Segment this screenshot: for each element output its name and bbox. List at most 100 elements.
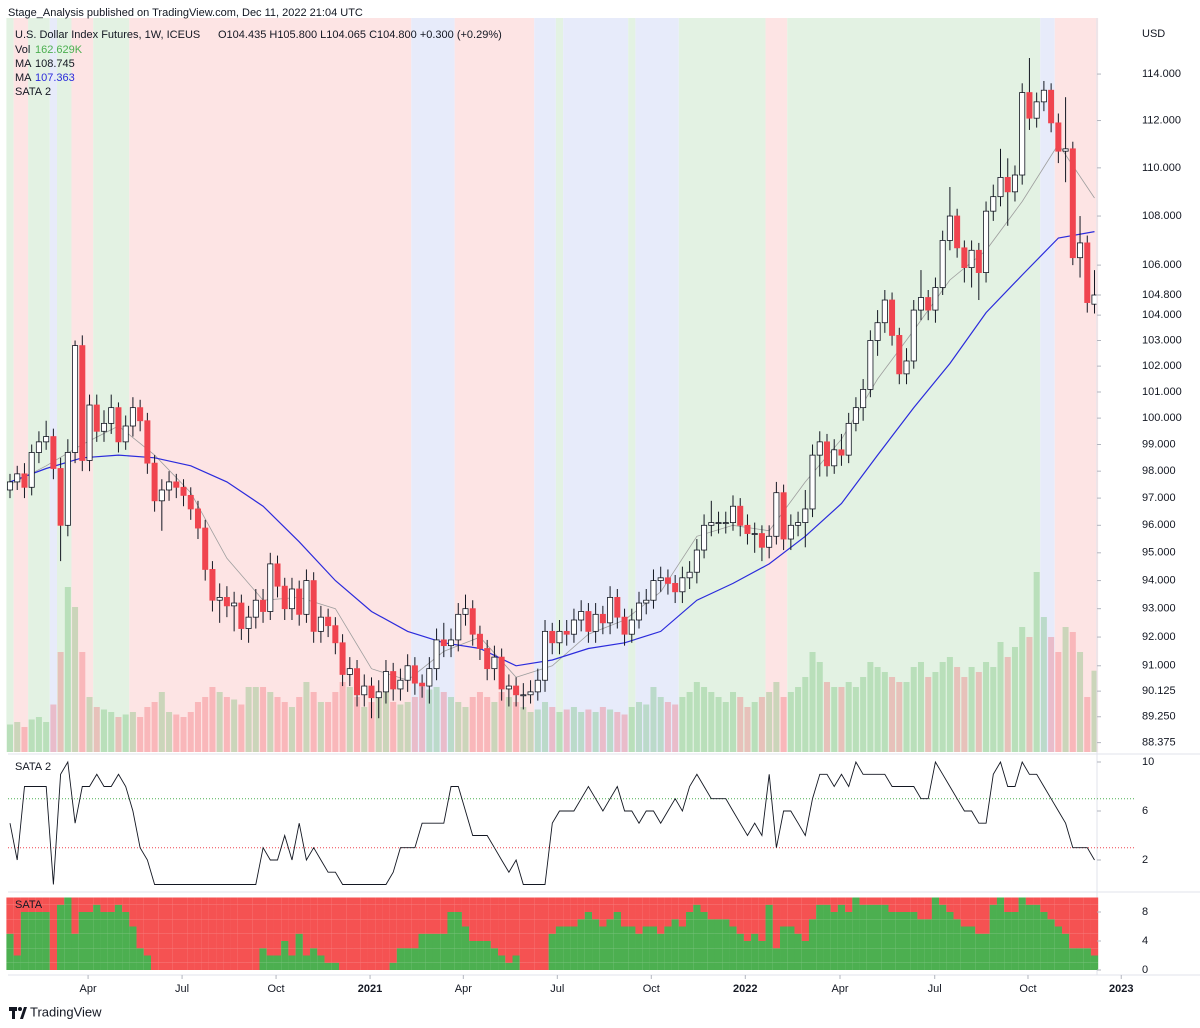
stage-band	[57, 18, 72, 752]
heat-cell	[866, 919, 875, 927]
heat-cell	[599, 948, 607, 956]
heat-cell	[353, 962, 361, 970]
heat-cell	[686, 933, 694, 941]
candle-body	[961, 247, 968, 268]
heat-cell	[71, 962, 79, 970]
heat-cell	[845, 948, 853, 956]
candle-body	[636, 602, 643, 621]
heat-cell	[1090, 940, 1099, 949]
heat-cell	[237, 911, 246, 920]
heat-cell	[1025, 897, 1034, 905]
y-tick-label: 94.000	[1142, 575, 1176, 587]
heat-cell	[310, 962, 318, 970]
heat-cell	[845, 911, 853, 920]
heat-cell	[469, 962, 477, 970]
candle-body	[440, 639, 447, 647]
heat-cell	[331, 911, 340, 920]
heat-cell	[910, 940, 918, 949]
heat-cell	[244, 919, 253, 927]
heat-cell	[874, 962, 882, 970]
candle-body	[1069, 148, 1076, 259]
heat-cell	[910, 904, 918, 912]
heat-cell	[649, 933, 658, 941]
x-tick-label: Oct	[643, 983, 660, 995]
candle-body	[607, 597, 614, 624]
heat-cell	[852, 904, 860, 912]
heat-cell	[671, 926, 679, 934]
volume-bar	[216, 692, 223, 752]
heat-cell	[657, 897, 665, 905]
heat-cell	[281, 926, 289, 934]
volume-bar	[296, 697, 303, 752]
heat-cell	[874, 940, 882, 949]
heat-cell	[1054, 933, 1063, 941]
heat-cell	[266, 955, 274, 963]
candle-body	[498, 656, 505, 690]
heat-cell	[635, 919, 643, 927]
heat-cell	[808, 911, 817, 920]
heat-cell	[541, 926, 549, 934]
heat-cell	[570, 962, 578, 970]
heat-cell	[939, 904, 947, 912]
heat-cell	[924, 955, 932, 963]
heat-cell	[223, 940, 231, 949]
heat-cell	[758, 926, 766, 934]
heat-cell	[548, 962, 556, 970]
candle-body	[737, 505, 744, 526]
heat-cell	[295, 911, 303, 920]
volume-bar	[238, 704, 245, 752]
heat-cell	[194, 904, 202, 912]
heat-cell	[302, 940, 311, 949]
heat-cell	[599, 933, 607, 941]
heat-cell	[794, 926, 802, 934]
candle-body	[469, 608, 476, 635]
heat-cell	[411, 948, 419, 956]
heat-cell	[136, 926, 144, 934]
heat-cell	[230, 904, 238, 912]
stage-band	[628, 18, 636, 752]
heat-cell	[13, 904, 21, 912]
heat-cell	[107, 926, 115, 934]
heat-cell	[671, 955, 679, 963]
candle-body	[946, 215, 953, 241]
candle-body	[1004, 177, 1011, 193]
heat-cell	[317, 926, 325, 934]
heat-cell	[1090, 962, 1099, 970]
heat-cell	[722, 911, 730, 920]
heat-cell	[707, 933, 716, 941]
heat-cell	[548, 940, 556, 949]
heat-cell	[151, 940, 159, 949]
heat-cell	[1004, 897, 1012, 905]
heat-cell	[114, 926, 123, 934]
heat-cell	[223, 911, 231, 920]
volume-bar	[838, 687, 845, 752]
heat-cell	[505, 940, 513, 949]
heat-cell	[230, 897, 238, 905]
heat-cell	[338, 962, 347, 970]
heat-cell	[1040, 948, 1048, 956]
heat-cell	[483, 955, 491, 963]
heat-cell	[129, 897, 137, 905]
heat-cell	[1011, 911, 1019, 920]
heat-cell	[866, 933, 875, 941]
heat-cell	[346, 955, 354, 963]
heat-cell	[613, 962, 622, 970]
heat-cell	[772, 919, 781, 927]
heat-cell	[360, 897, 368, 905]
heat-cell	[505, 955, 513, 963]
heat-cell	[201, 940, 209, 949]
heat-cell	[498, 933, 506, 941]
heat-cell	[1018, 948, 1026, 956]
heat-cell	[1004, 940, 1012, 949]
heat-cell	[281, 962, 289, 970]
heat-cell	[1090, 897, 1099, 905]
heat-cell	[208, 955, 217, 963]
heat-cell	[686, 948, 694, 956]
volume-bar	[549, 707, 556, 752]
heat-cell	[924, 948, 932, 956]
heat-cell	[541, 897, 549, 905]
heat-cell	[577, 948, 585, 956]
heat-cell	[1083, 926, 1091, 934]
heat-cell	[1054, 940, 1063, 949]
heat-cell	[49, 933, 58, 941]
